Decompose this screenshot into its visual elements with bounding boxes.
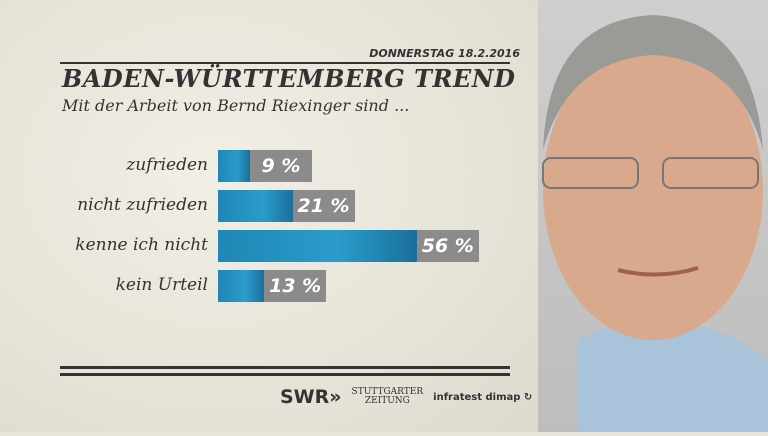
bar bbox=[218, 190, 293, 222]
stuttgarter-zeitung-logo: STUTTGARTER ZEITUNG bbox=[351, 387, 424, 406]
value-label: 9 % bbox=[249, 150, 312, 182]
logo-bar: SWR» STUTTGARTER ZEITUNG infratest dimap … bbox=[280, 386, 532, 408]
bar-row: zufrieden 9 % bbox=[0, 150, 538, 182]
date-label: DONNERSTAG 18.2.2016 bbox=[369, 47, 520, 60]
bar-row: nicht zufrieden 21 % bbox=[0, 190, 538, 222]
infratest-dimap-logo: infratest dimap ↻ bbox=[433, 391, 533, 403]
portrait-photo bbox=[538, 0, 768, 432]
divider bbox=[60, 62, 510, 64]
bar bbox=[218, 270, 265, 302]
divider bbox=[60, 373, 510, 376]
bar-row: kenne ich nicht 56 % bbox=[0, 230, 538, 262]
divider bbox=[60, 366, 510, 369]
chart-subtitle: Mit der Arbeit von Bernd Riexinger sind … bbox=[62, 96, 410, 115]
value-label: 13 % bbox=[264, 270, 327, 302]
bar-row: kein Urteil 13 % bbox=[0, 270, 538, 302]
value-label: 56 % bbox=[416, 230, 479, 262]
person-portrait-icon bbox=[542, 15, 768, 432]
bar bbox=[218, 150, 250, 182]
swr-logo: SWR» bbox=[280, 386, 342, 408]
category-label: zufrieden bbox=[126, 155, 208, 175]
value-label: 21 % bbox=[292, 190, 355, 222]
category-label: nicht zufrieden bbox=[77, 195, 208, 215]
category-label: kenne ich nicht bbox=[75, 235, 208, 255]
bar bbox=[218, 230, 417, 262]
chart-title: BADEN-WÜRTTEMBERG TREND bbox=[62, 64, 516, 93]
category-label: kein Urteil bbox=[115, 275, 208, 295]
